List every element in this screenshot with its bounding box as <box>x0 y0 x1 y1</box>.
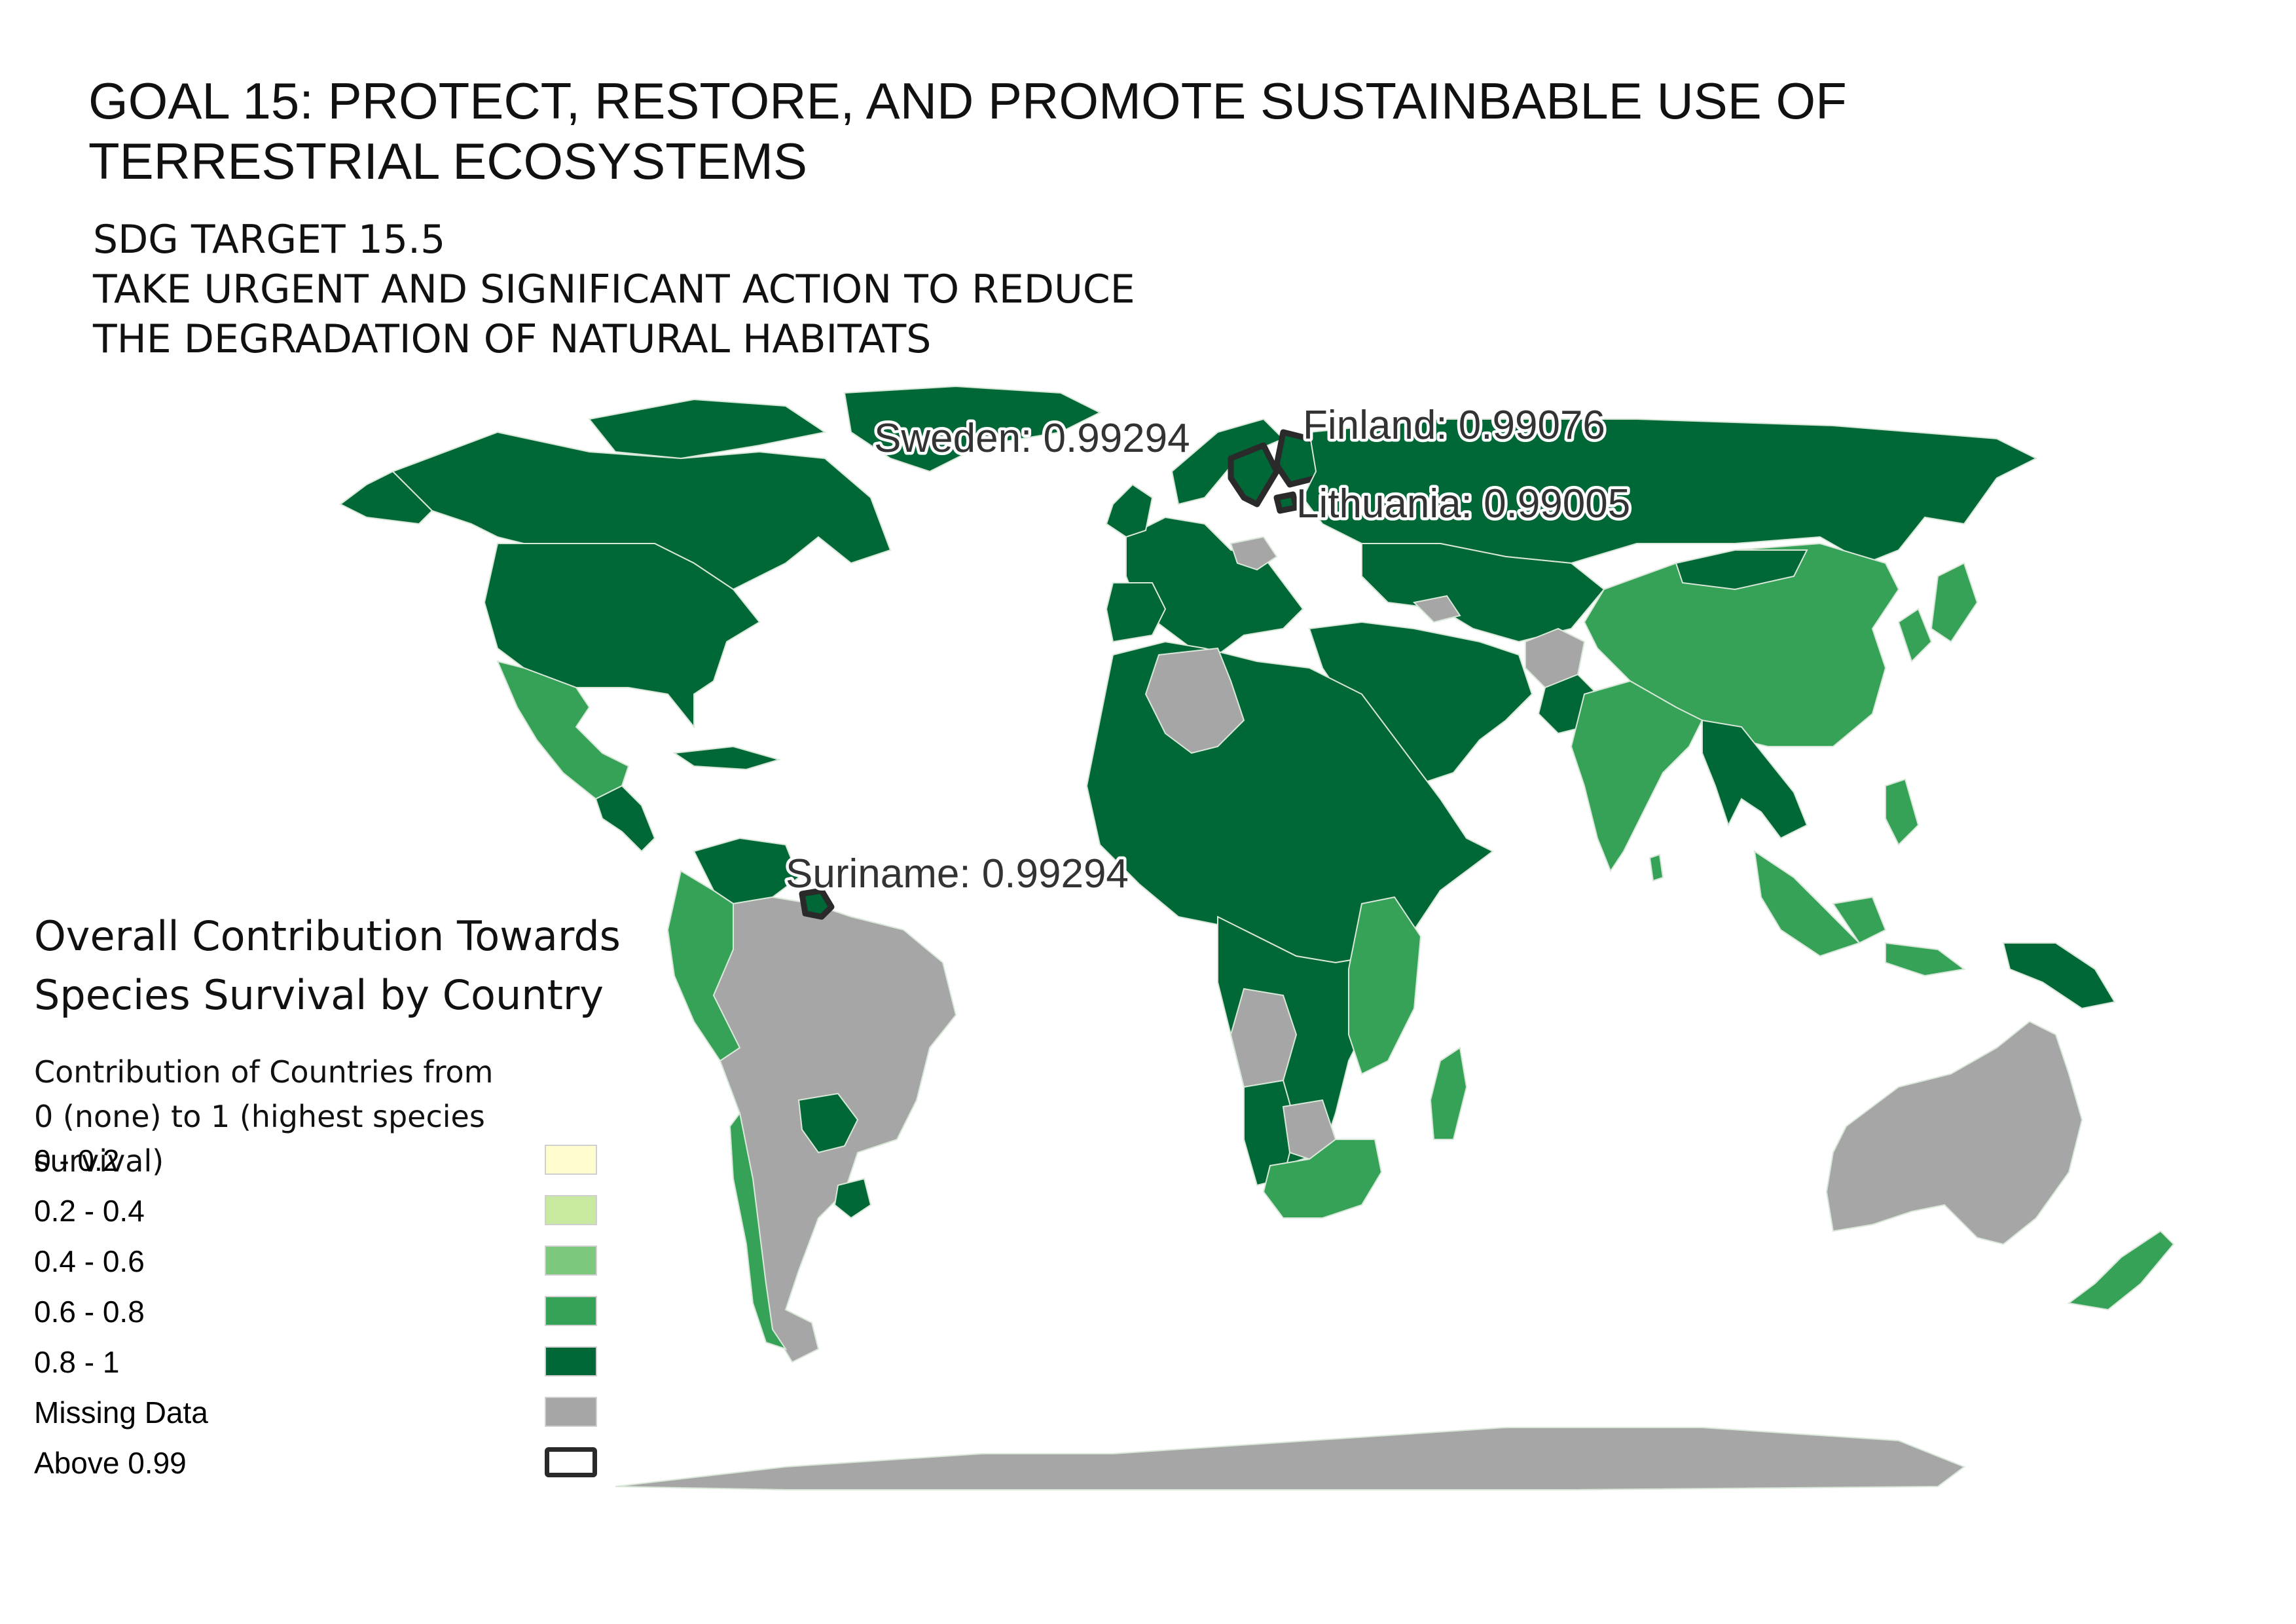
usa <box>483 543 761 729</box>
southeast-asia <box>1702 719 1808 840</box>
subtitle-line-3: THE DEGRADATION OF NATURAL HABITATS <box>93 316 932 362</box>
mongolia <box>1675 549 1808 591</box>
sri-lanka <box>1649 853 1664 882</box>
subtitle-line-1: SDG TARGET 15.5 <box>93 217 446 263</box>
caribbean <box>672 745 782 771</box>
uk-ireland <box>1105 483 1154 538</box>
legend-row: 0 - 0.2 <box>34 1141 610 1180</box>
legend-row: Above 0.99 <box>34 1443 610 1483</box>
china <box>1583 542 1900 747</box>
map-title-line-2: TERRESTRIAL ECOSYSTEMS <box>88 132 807 190</box>
finland-callout: Finland: 0.99076 <box>1303 403 1605 448</box>
madagascar <box>1429 1046 1468 1140</box>
map-title-line-1: GOAL 15: PROTECT, RESTORE, AND PROMOTE S… <box>88 72 1847 130</box>
papua-new-guinea <box>2002 942 2116 1010</box>
canada <box>392 431 892 591</box>
antarctica <box>615 1427 1966 1490</box>
legend-row-label: 0.2 - 0.4 <box>34 1194 145 1228</box>
greenland <box>843 385 1102 473</box>
indonesia <box>1753 849 1966 977</box>
south-africa <box>1262 1139 1383 1219</box>
east-africa <box>1348 896 1422 1075</box>
uruguay <box>833 1177 872 1219</box>
central-america <box>594 784 656 853</box>
caucasus-grey <box>1412 595 1461 623</box>
legend-row-label: 0.6 - 0.8 <box>34 1295 145 1329</box>
suriname-highlight <box>799 887 835 920</box>
subtitle-line-2: TAKE URGENT AND SIGNIFICANT ACTION TO RE… <box>93 267 1135 312</box>
legend-swatch <box>545 1447 597 1477</box>
korea-japan <box>1897 562 1978 663</box>
legend-swatch <box>545 1296 597 1326</box>
map-subtitle: SDG TARGET 15.5 TAKE URGENT AND SIGNIFIC… <box>93 215 1135 364</box>
iberia <box>1105 582 1167 643</box>
philippines <box>1885 778 1920 846</box>
legend-row: 0.8 - 1 <box>34 1342 610 1382</box>
legend-desc-line-1: Contribution of Countries from <box>34 1054 494 1090</box>
lithuania-callout: Lithuania: 0.99005 <box>1296 481 1630 526</box>
legend-description: Contribution of Countries from 0 (none) … <box>34 1050 623 1183</box>
india <box>1570 680 1704 873</box>
paraguay <box>797 1092 859 1154</box>
legend-swatch <box>545 1145 597 1175</box>
legend-row-label: 0.8 - 1 <box>34 1345 120 1379</box>
legend-row-label: Above 0.99 <box>34 1446 187 1480</box>
legend-row: 0.6 - 0.8 <box>34 1292 610 1331</box>
lithuania-highlight <box>1273 491 1300 514</box>
mexico <box>496 660 630 800</box>
grey-europe <box>1230 536 1278 571</box>
legend-swatch <box>545 1346 597 1376</box>
australia <box>1825 1020 2083 1246</box>
legend-row: 0.2 - 0.4 <box>34 1191 610 1230</box>
legend-row-label: 0 - 0.2 <box>34 1143 120 1177</box>
legend-row-label: Missing Data <box>34 1395 208 1430</box>
legend-swatch <box>545 1397 597 1427</box>
chile <box>729 1111 788 1350</box>
legend-row-label: 0.4 - 0.6 <box>34 1244 145 1278</box>
map-title: GOAL 15: PROTECT, RESTORE, AND PROMOTE S… <box>88 71 2118 191</box>
algeria <box>1144 647 1245 754</box>
legend: Overall Contribution Towards Species Sur… <box>34 907 623 1183</box>
legend-row: Missing Data <box>34 1393 610 1432</box>
arctic-islands <box>588 398 827 460</box>
legend-title-line-2: Species Survival by Country <box>34 971 604 1019</box>
legend-title-line-1: Overall Contribution Towards <box>34 912 621 960</box>
sweden-callout: Sweden: 0.99294 <box>874 416 1190 461</box>
legend-swatch <box>545 1195 597 1225</box>
legend-swatch <box>545 1246 597 1276</box>
new-zealand <box>2067 1230 2175 1311</box>
alaska <box>339 470 433 525</box>
sweden-highlight <box>1228 442 1280 507</box>
legend-desc-line-2: 0 (none) to 1 (highest species survival) <box>34 1099 485 1179</box>
legend-row: 0.4 - 0.6 <box>34 1242 610 1281</box>
legend-title: Overall Contribution Towards Species Sur… <box>34 907 623 1025</box>
suriname-callout: Suriname: 0.99294 <box>786 851 1129 896</box>
